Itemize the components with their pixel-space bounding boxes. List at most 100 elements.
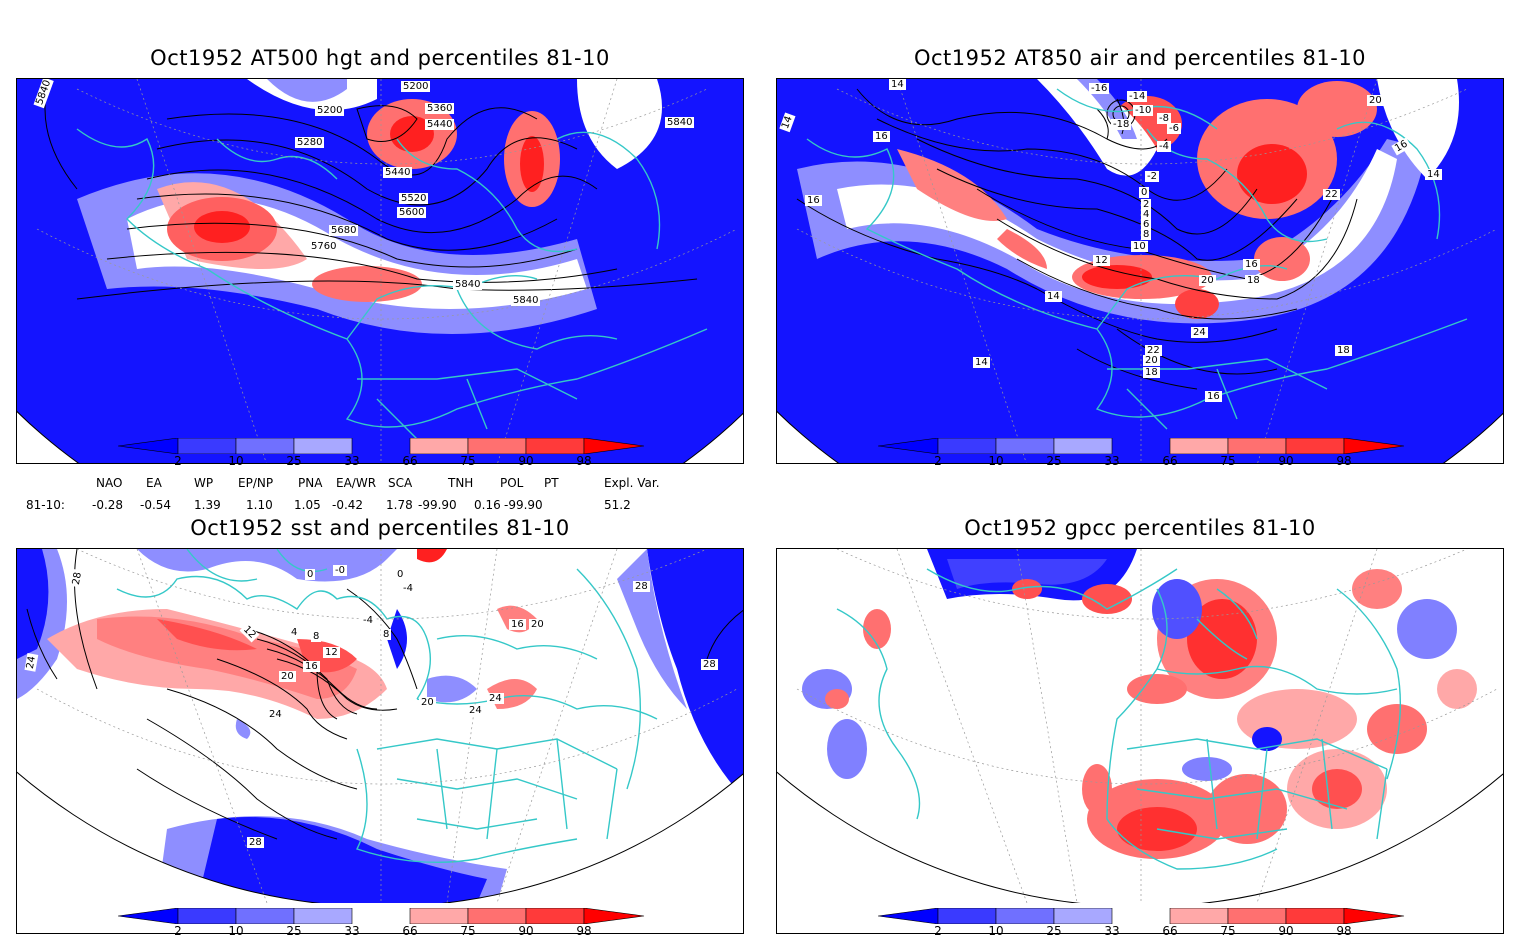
colorbar-top-right: 2 10 25 33 66 75 90 98 — [877, 437, 1408, 478]
map-panel-air850: 14 14 16 16 -16 -14 -10 -18 -8 -6 -4 -2 … — [776, 78, 1504, 464]
tele-value: -0.42 — [332, 498, 364, 512]
tele-header: EA/WR — [336, 476, 377, 490]
contour-label: 5680 — [329, 225, 359, 236]
colorbar-label: 25 — [1046, 924, 1062, 938]
tele-header: EA — [146, 476, 162, 490]
contour-label: 6 — [1141, 219, 1152, 230]
contour-label: 24 — [487, 693, 504, 704]
colorbar-label: 75 — [460, 454, 476, 468]
colorbar-label: 66 — [1162, 924, 1178, 938]
colorbar-label: 75 — [460, 924, 476, 938]
sst-map-svg — [17, 549, 743, 903]
contour-label: 0 — [305, 569, 316, 580]
contour-label: -18 — [1111, 119, 1132, 130]
contour-label: 22 — [1323, 189, 1340, 200]
colorbar-svg — [117, 437, 645, 455]
colorbar-label: 25 — [1046, 454, 1062, 468]
contour-label: 16 — [805, 195, 822, 206]
tele-value: 51.2 — [604, 498, 631, 512]
contour-label: 16 — [873, 131, 890, 142]
contour-label: 16 — [1205, 391, 1222, 402]
colorbar-label: 98 — [576, 924, 592, 938]
colorbar-label: 75 — [1220, 924, 1236, 938]
tele-header: EP/NP — [238, 476, 274, 490]
contour-label: 14 — [889, 79, 906, 90]
tele-value: 0.16 — [474, 498, 501, 512]
contour-label: 5840 — [453, 279, 483, 290]
hgt500-map-svg — [17, 79, 743, 463]
contour-label: 20 — [1143, 355, 1160, 366]
contour-label: 5760 — [309, 241, 339, 252]
tele-value: 1.05 — [294, 498, 321, 512]
contour-label: 0 — [395, 569, 406, 580]
tele-header: POL — [500, 476, 524, 490]
contour-label: -14 — [1127, 91, 1148, 102]
contour-label: 10 — [1131, 241, 1148, 252]
contour-label: 28 — [701, 659, 718, 670]
colorbar-label: 25 — [286, 924, 302, 938]
tele-header: PT — [544, 476, 559, 490]
panel-title-gpcc: Oct1952 gpcc percentiles 81-10 — [964, 516, 1316, 540]
contour-label: 20 — [419, 697, 436, 708]
colorbar-label: 2 — [174, 924, 182, 938]
colorbar-bottom-left: 2 10 25 33 66 75 90 98 — [117, 907, 648, 948]
panel-title-air850: Oct1952 AT850 air and percentiles 81-10 — [913, 46, 1367, 70]
colorbar-label: 66 — [402, 924, 418, 938]
colorbar-label: 25 — [286, 454, 302, 468]
colorbar-label: 75 — [1220, 454, 1236, 468]
colorbar-label: 66 — [1162, 454, 1178, 468]
tele-header: PNA — [298, 476, 323, 490]
tele-header: TNH — [448, 476, 474, 490]
contour-label: -10 — [1133, 105, 1154, 116]
tele-value: 1.39 — [194, 498, 221, 512]
contour-label: 5840 — [665, 117, 695, 128]
colorbar-label: 2 — [934, 924, 942, 938]
air850-map-svg — [777, 79, 1503, 463]
contour-label: 2 — [1141, 199, 1152, 210]
contour-label: 16 — [303, 661, 320, 672]
tele-value: -0.28 — [92, 498, 124, 512]
contour-label: -16 — [1089, 83, 1110, 94]
colorbar-top-left: 2 10 25 33 66 75 90 98 — [117, 437, 648, 478]
gpcc-map-svg — [777, 549, 1503, 903]
colorbar-label: 10 — [988, 924, 1004, 938]
colorbar-label: 10 — [228, 924, 244, 938]
map-panel-sst: 28 24 0 -0 0 -4 -4 8 12 4 8 12 16 20 24 … — [16, 548, 744, 934]
contour-label: 20 — [1199, 275, 1216, 286]
map-panel-gpcc — [776, 548, 1504, 934]
contour-label: -6 — [1167, 123, 1181, 134]
colorbar-label: 10 — [228, 454, 244, 468]
contour-label: 16 — [509, 619, 526, 630]
tele-value: 1.10 — [246, 498, 273, 512]
tele-header: SCA — [388, 476, 413, 490]
tele-value: -99.90 — [504, 498, 543, 512]
contour-label: 24 — [467, 705, 484, 716]
contour-label: 8 — [381, 629, 392, 640]
contour-label: 22 — [1145, 345, 1162, 356]
contour-label: 16 — [1243, 259, 1260, 270]
panel-title-sst: Oct1952 sst and percentiles 81-10 — [190, 516, 570, 540]
contour-label: -0 — [333, 565, 347, 576]
contour-label: 20 — [279, 671, 296, 682]
tele-value: -99.90 — [418, 498, 457, 512]
contour-label: 4 — [1141, 209, 1152, 220]
map-panel-hgt500: 5840 5200 5200 5360 5440 5280 5440 5520 … — [16, 78, 744, 464]
contour-label: 5440 — [383, 167, 413, 178]
contour-label: -8 — [1157, 113, 1171, 124]
contour-label: 18 — [1143, 367, 1160, 378]
contour-label: 5840 — [511, 295, 541, 306]
tele-row-label: 81-10: — [26, 498, 65, 512]
contour-label: 20 — [529, 619, 546, 630]
contour-label: -2 — [1145, 171, 1159, 182]
contour-label: 20 — [1367, 95, 1384, 106]
contour-label: 8 — [311, 631, 322, 642]
contour-label: 8 — [1141, 229, 1152, 240]
contour-label: 5200 — [315, 105, 345, 116]
tele-value: -0.54 — [140, 498, 172, 512]
contour-label: 18 — [1335, 345, 1352, 356]
contour-label: 5280 — [295, 137, 325, 148]
colorbar-label: 98 — [1336, 924, 1352, 938]
contour-label: 0 — [1139, 187, 1150, 198]
tele-header: WP — [194, 476, 214, 490]
contour-label: 12 — [323, 647, 340, 658]
